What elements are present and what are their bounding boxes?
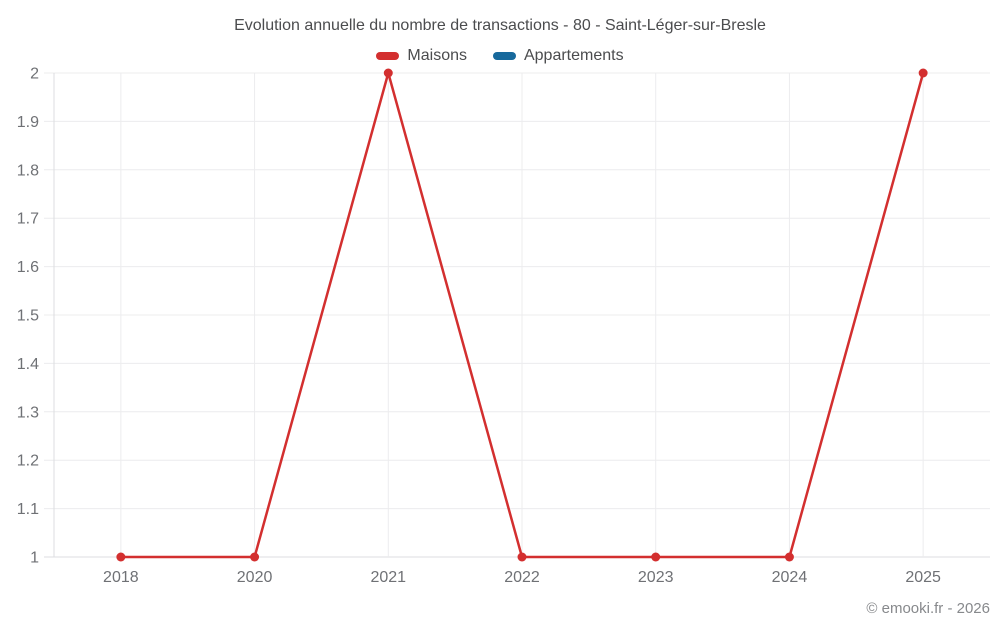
x-tick-label: 2018 (103, 569, 139, 586)
data-point-maisons-2020[interactable] (250, 552, 260, 562)
legend-marker-appartements-icon (492, 52, 516, 60)
y-tick-label: 1.9 (17, 114, 39, 131)
x-tick-label: 2023 (638, 569, 674, 586)
copyright-credit: © emooki.fr - 2026 (866, 600, 990, 617)
x-tick-label: 2022 (504, 569, 540, 586)
chart-legend: Maisons Appartements (0, 44, 1000, 68)
y-tick-label: 2 (30, 66, 39, 83)
y-tick-label: 1.1 (17, 501, 39, 518)
x-tick-label: 2024 (772, 569, 808, 586)
y-tick-label: 1.5 (17, 308, 39, 325)
y-tick-label: 1.7 (17, 211, 39, 228)
legend-item-maisons[interactable]: Maisons (376, 47, 467, 65)
x-tick-label: 2020 (237, 569, 273, 586)
y-tick-label: 1.4 (17, 356, 39, 373)
data-point-maisons-2025[interactable] (918, 68, 928, 78)
legend-label-maisons: Maisons (407, 47, 467, 64)
data-point-maisons-2023[interactable] (651, 552, 661, 562)
data-point-maisons-2022[interactable] (517, 552, 527, 562)
y-tick-label: 1.2 (17, 453, 39, 470)
x-tick-label: 2025 (905, 569, 941, 586)
chart-title: Evolution annuelle du nombre de transact… (234, 17, 766, 34)
data-point-maisons-2018[interactable] (116, 552, 126, 562)
legend-marker-maisons-icon (376, 52, 400, 60)
legend-label-appartements: Appartements (523, 47, 624, 64)
y-tick-label: 1.6 (17, 259, 39, 276)
data-point-maisons-2021[interactable] (383, 68, 393, 78)
x-tick-label: 2021 (370, 569, 406, 586)
data-point-maisons-2024[interactable] (784, 552, 794, 562)
y-tick-label: 1.3 (17, 404, 39, 421)
y-tick-label: 1 (30, 550, 39, 567)
legend-item-appartements[interactable]: Appartements (492, 47, 624, 65)
y-tick-label: 1.8 (17, 162, 39, 179)
